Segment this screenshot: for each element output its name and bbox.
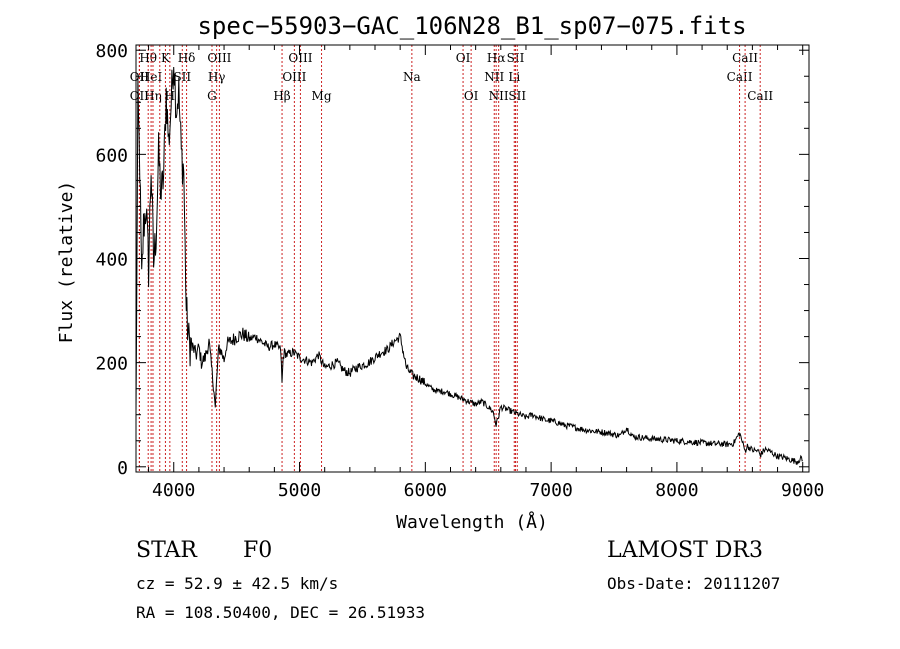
survey-name: LAMOST DR3 [607, 538, 763, 563]
coordinates: RA = 108.50400, DEC = 26.51933 [136, 603, 425, 622]
line-marker-label: Hδ [178, 51, 196, 65]
x-tick-label: 7000 [529, 480, 572, 501]
y-tick-label: 400 [95, 250, 128, 271]
x-tick-label: 8000 [655, 480, 698, 501]
x-tick-label: 9000 [781, 480, 824, 501]
y-tick-label: 200 [95, 354, 128, 375]
object-class: STAR [136, 538, 197, 563]
line-marker-label: NII [489, 89, 509, 103]
line-marker-label: Hβ [273, 89, 290, 103]
line-marker-label: Hθ [139, 51, 157, 65]
line-marker-label: OI [456, 51, 471, 65]
line-marker-label: H [165, 89, 175, 103]
axes: 4000 5000 6000 7000 8000 9000 0 200 400 600 800 [95, 41, 824, 501]
line-marker-label: HeI [140, 70, 163, 84]
x-axis-label: Wavelength (Å) [396, 511, 548, 533]
line-marker-label: OI [464, 89, 479, 103]
x-tick-label: 5000 [278, 480, 321, 501]
plot-frame [135, 44, 810, 473]
x-tick-label: 6000 [404, 480, 447, 501]
spectral-line-markers: OIIOIIHθHeIHηKHSIIHδGHγOIIIHβOIIIOIIIMgN… [130, 45, 773, 472]
line-marker-label: NII [484, 70, 504, 84]
line-marker-label: Mg [312, 89, 332, 103]
line-marker-label: SII [507, 51, 525, 65]
observation-date: Obs-Date: 20111207 [607, 574, 781, 593]
line-marker-label: OII [130, 89, 150, 103]
y-tick-label: 800 [95, 41, 128, 62]
y-tick-label: 600 [95, 145, 128, 166]
line-marker-label: K [161, 51, 171, 65]
y-axis-label: Flux (relative) [56, 181, 77, 344]
line-marker-label: OIII [288, 51, 312, 65]
object-subclass: F0 [243, 538, 273, 563]
line-marker-label: Hγ [208, 70, 226, 84]
line-marker-label: Li [508, 70, 520, 84]
redshift-value: cz = 52.9 ± 42.5 km/s [136, 574, 339, 593]
line-marker-label: OIII [207, 51, 231, 65]
line-marker-label: G [207, 89, 217, 103]
line-marker-label: CaII [732, 51, 758, 65]
spectrum-series [135, 66, 803, 466]
line-marker-label: OIII [282, 70, 306, 84]
spectrum-line [135, 66, 803, 466]
line-marker-label: Hα [487, 51, 506, 65]
line-marker-label: Hη [144, 89, 162, 103]
line-marker-label: CaII [727, 70, 753, 84]
line-marker-label: SII [173, 70, 191, 84]
x-tick-label: 4000 [152, 480, 195, 501]
chart-title: spec−55903−GAC_106N28_B1_sp07−075.fits [197, 12, 746, 40]
line-marker-label: Na [403, 70, 421, 84]
line-marker-label: SII [508, 89, 526, 103]
y-tick-label: 0 [117, 458, 128, 479]
line-marker-label: CaII [747, 89, 773, 103]
